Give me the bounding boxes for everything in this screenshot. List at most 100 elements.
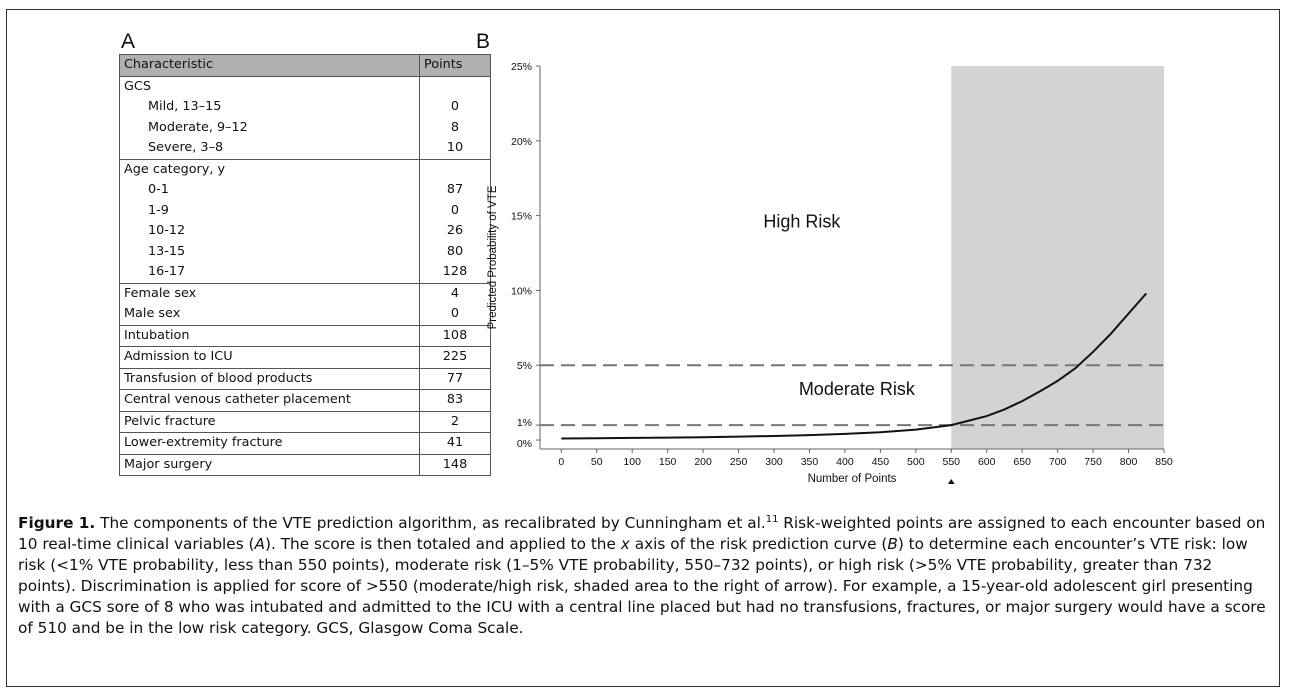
cell-points: 0 (419, 200, 491, 221)
cell-characteristic: Transfusion of blood products (119, 367, 420, 390)
x-tick-label: 500 (907, 456, 925, 468)
table-row: 16-17 128 (119, 262, 491, 283)
cell-points: 77 (419, 367, 491, 390)
table-row: Female sex 4 (119, 282, 491, 304)
cell-characteristic: GCS (119, 75, 420, 97)
y-tick-label: 10% (511, 285, 532, 297)
x-tick-label: 450 (872, 456, 890, 468)
table-row: Pelvic fracture 2 (119, 410, 491, 433)
table-row: 13-15 80 (119, 241, 491, 262)
cell-points: 0 (419, 304, 491, 325)
x-tick-label: 0 (558, 456, 564, 468)
x-tick-label: 350 (801, 456, 819, 468)
shaded-risk-region (951, 66, 1164, 449)
cell-points: 41 (419, 432, 491, 454)
cell-points: 10 (419, 138, 491, 159)
cell-characteristic: Female sex (119, 282, 420, 304)
y-tick-label: 0% (517, 438, 532, 450)
x-tick-label: 600 (978, 456, 996, 468)
y-tick-label: 20% (511, 136, 532, 148)
cell-points: 225 (419, 346, 491, 368)
table-row: Age category, y (119, 158, 491, 180)
caption-ref-b: B (887, 535, 898, 553)
header-points: Points (419, 54, 491, 77)
x-axis-label: Number of Points (808, 473, 897, 484)
x-ticks: 0 50 100 150 200 250 300 350 400 450 500 550 600 650 7… (558, 449, 1173, 468)
cell-points: 0 (419, 97, 491, 118)
risk-prediction-chart: 0% 1% 5% 10% 15% 20% 25% 0 50 100 150 200 250 300 350… (487, 61, 1173, 484)
y-tick-label: 15% (511, 211, 532, 223)
y-ticks: 0% 1% 5% 10% 15% 20% 25% (511, 61, 540, 450)
table-row: Severe, 3–8 10 (119, 138, 491, 159)
figure-caption: Figure 1. The components of the VTE pred… (18, 513, 1270, 639)
caption-text-4: axis of the risk prediction curve ( (629, 535, 888, 553)
table-row: Transfusion of blood products 77 (119, 367, 491, 390)
caption-text-5: ) to determine each encounter’s VTE risk… (18, 535, 1266, 637)
x-tick-label: 200 (694, 456, 712, 468)
cell-characteristic: Mild, 13–15 (119, 97, 420, 118)
cell-points: 8 (419, 117, 491, 138)
caption-text-2: Risk-weighted points are assigned to eac… (18, 514, 1266, 553)
cell-characteristic: 10-12 (119, 221, 420, 242)
cell-characteristic: Major surgery (119, 453, 420, 476)
cell-points: 83 (419, 389, 491, 411)
cell-characteristic: Male sex (119, 304, 420, 325)
caption-x-italic: x (620, 535, 630, 553)
cell-points: 26 (419, 221, 491, 242)
x-tick-label: 650 (1013, 456, 1031, 468)
cell-points: 4 (419, 282, 491, 304)
x-tick-label: 550 (943, 456, 961, 468)
cell-points: 128 (419, 262, 491, 283)
x-tick-label: 50 (591, 456, 603, 468)
x-tick-label: 750 (1084, 456, 1102, 468)
table-row: Lower-extremity fracture 41 (119, 432, 491, 454)
table-body: GCS Mild, 13–15 0 Moderate, 9–12 8 Severe, 3–… (119, 75, 491, 476)
cell-characteristic: Age category, y (119, 158, 420, 180)
caption-text-3: ). The score is then totaled and applied… (265, 535, 621, 553)
header-characteristic: Characteristic (119, 54, 420, 77)
table-row: Mild, 13–15 0 (119, 97, 491, 118)
cell-points: 108 (419, 324, 491, 347)
x-tick-label: 300 (765, 456, 783, 468)
cell-characteristic: 13-15 (119, 241, 420, 262)
table-header-row: Characteristic Points (119, 54, 491, 77)
table-row: Central venous catheter placement 83 (119, 389, 491, 411)
caption-reference-superscript: 11 (765, 513, 779, 525)
caption-figure-label: Figure 1. (18, 514, 96, 532)
cell-characteristic: Lower-extremity fracture (119, 432, 420, 454)
caption-text-1: The components of the VTE prediction alg… (95, 514, 766, 532)
cell-characteristic: Moderate, 9–12 (119, 117, 420, 138)
cell-points: 148 (419, 453, 491, 476)
table-row: Male sex 0 (119, 304, 491, 325)
x-tick-label: 700 (1049, 456, 1067, 468)
caption-ref-a: A (254, 535, 265, 553)
cell-characteristic: 0-1 (119, 180, 420, 201)
panel-a-label: A (121, 30, 136, 53)
table-row: Moderate, 9–12 8 (119, 117, 491, 138)
arrow-marker-icon (947, 479, 955, 484)
y-axis-label: Predicted Probability of VTE (487, 185, 499, 329)
cell-points (419, 75, 491, 97)
x-tick-label: 150 (659, 456, 677, 468)
table-row: 0-1 87 (119, 180, 491, 201)
table-row: 10-12 26 (119, 221, 491, 242)
annotation-high-risk: High Risk (763, 212, 841, 232)
cell-characteristic: 16-17 (119, 262, 420, 283)
table-row: Admission to ICU 225 (119, 346, 491, 368)
x-tick-label: 800 (1120, 456, 1138, 468)
y-tick-label: 1% (517, 417, 532, 429)
table-row: GCS (119, 75, 491, 97)
cell-points: 80 (419, 241, 491, 262)
panel-b-label: B (476, 30, 491, 53)
cell-characteristic: Pelvic fracture (119, 410, 420, 433)
x-tick-label: 400 (836, 456, 854, 468)
figure-frame (6, 9, 1280, 687)
x-tick-label: 250 (730, 456, 748, 468)
cell-characteristic: Central venous catheter placement (119, 389, 420, 411)
cell-points (419, 158, 491, 180)
y-tick-label: 5% (517, 360, 532, 372)
table-row: Major surgery 148 (119, 453, 491, 476)
cell-characteristic: Intubation (119, 324, 420, 347)
cell-points: 87 (419, 180, 491, 201)
table-row: Intubation 108 (119, 324, 491, 347)
